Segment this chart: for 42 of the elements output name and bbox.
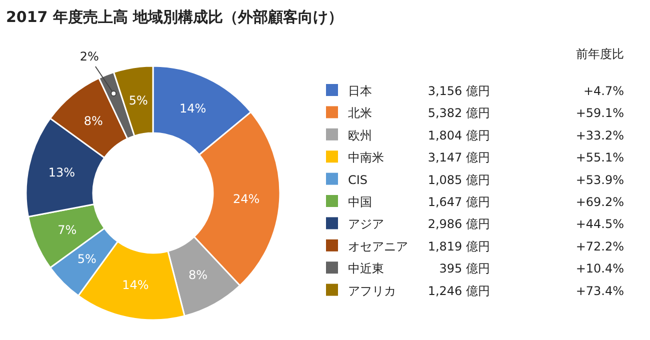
text: 1,819 億円 (428, 239, 490, 254)
legend-label: アフリカ (348, 284, 396, 298)
data-label: 7% (58, 223, 77, 238)
text: 395 億円 (439, 262, 490, 276)
text: 1,246 億円 (428, 284, 490, 298)
text: +53.9% (576, 172, 624, 187)
text: +69.2% (576, 195, 624, 209)
text: +55.1% (576, 150, 624, 165)
data-label: 13% (48, 166, 76, 180)
data-label: 5% (77, 252, 96, 266)
text: +33.2% (576, 128, 624, 142)
legend-label: アジア (348, 217, 384, 232)
text: +4.7% (583, 84, 624, 98)
text: +10.4% (576, 262, 624, 276)
legend-label: 中国 (348, 195, 372, 209)
text: +73.4% (576, 284, 624, 298)
legend-label: 北米 (348, 106, 372, 120)
legend-label: 日本 (348, 84, 372, 98)
legend-label: 中近東 (348, 262, 384, 276)
data-label: 2% (80, 49, 99, 64)
legend-label: 中南米 (348, 150, 384, 165)
data-label: 8% (84, 114, 103, 128)
text: 前年度比 (576, 47, 624, 61)
text: +59.1% (576, 106, 624, 120)
text: 3,156 億円 (428, 84, 490, 98)
text: 1,647 億円 (428, 195, 490, 209)
legend-label: CIS (348, 172, 368, 187)
data-label: 24% (232, 192, 260, 206)
text: 3,147 億円 (428, 150, 490, 165)
data-label: 8% (188, 268, 208, 282)
text: +44.5% (576, 217, 624, 232)
legend-label: オセアニア (348, 239, 408, 254)
text: 1,804 億円 (428, 128, 490, 142)
data-label: 14% (179, 101, 206, 116)
text: 5,382 億円 (428, 106, 490, 120)
text: 2,986 億円 (428, 217, 490, 232)
legend-label: 欧州 (348, 128, 372, 142)
chart-title: 2017 年度売上高 地域別構成比（外部顧客向け） (6, 8, 344, 26)
data-label: 5% (128, 94, 148, 108)
text: 1,085 億円 (428, 172, 490, 187)
text: +72.2% (576, 239, 624, 254)
data-label: 14% (122, 278, 149, 292)
